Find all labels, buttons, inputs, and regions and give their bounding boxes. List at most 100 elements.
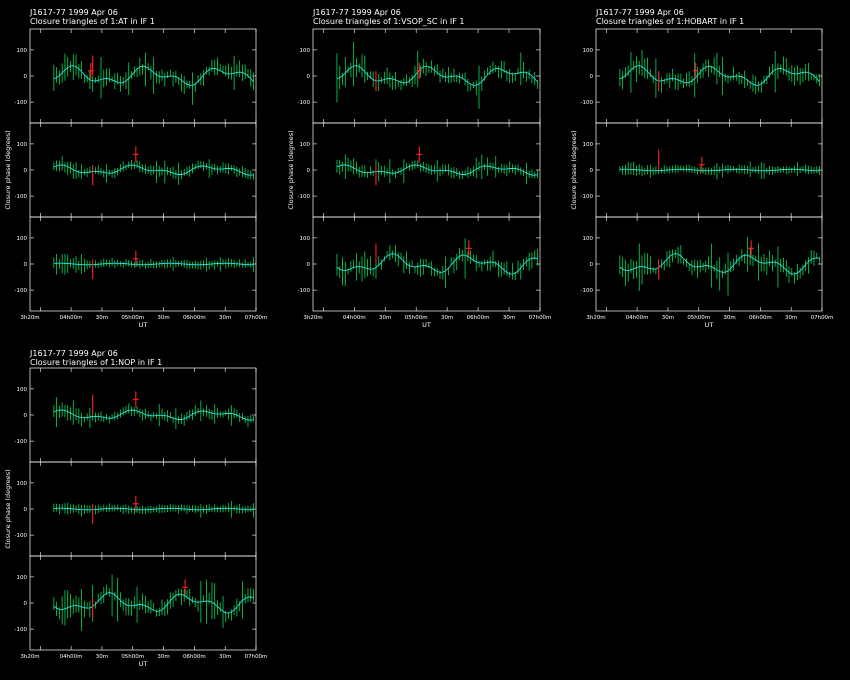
figure-title: Closure triangles of 1:AT in IF 1	[30, 17, 155, 26]
panel-1: 100 0 -100	[15, 367, 257, 463]
panel-frame	[29, 28, 257, 124]
x-axis-label: UT	[139, 321, 148, 329]
model-line	[53, 164, 254, 176]
y-tick-label: -100	[298, 288, 311, 294]
errorbar-series	[53, 397, 254, 430]
x-tick-label: 05h00m	[405, 315, 428, 321]
x-tick-label: 06h00m	[183, 654, 206, 660]
y-tick-label: -100	[15, 288, 28, 294]
x-tick-label: 06h00m	[183, 315, 206, 321]
panel-2: 100 0 -100	[298, 122, 541, 218]
figure-title: Closure triangles of 1:HOBART in IF 1	[596, 17, 744, 26]
x-tick-label: 07h00m	[245, 315, 268, 321]
x-tick-label: 07h00m	[529, 315, 552, 321]
y-tick-label: -100	[15, 627, 28, 633]
panel-frame	[595, 28, 823, 124]
errorbar-series	[336, 41, 538, 109]
y-axis-label: Closure phase (degrees)	[4, 130, 12, 209]
x-tick-label: 05h00m	[687, 315, 710, 321]
y-tick-label: 100	[300, 48, 311, 54]
x-tick-label: 06h00m	[467, 315, 490, 321]
panel-frame	[29, 461, 257, 557]
x-tick-label: 30m	[785, 315, 797, 321]
panel-frame	[312, 28, 541, 124]
x-tick-label: 30m	[379, 315, 391, 321]
y-axis-label: Closure phase (degrees)	[570, 130, 578, 209]
y-tick-label: -100	[298, 100, 311, 106]
x-tick-label: 30m	[441, 315, 453, 321]
x-tick-label: 30m	[157, 315, 169, 321]
y-tick-label: -100	[581, 288, 594, 294]
y-axis-label: Closure phase (degrees)	[4, 469, 12, 548]
panel-2: 100 0 -100	[15, 122, 257, 218]
figure-title: Closure triangles of 1:VSOP_SC in IF 1	[313, 17, 464, 26]
x-tick-label: 30m	[157, 654, 169, 660]
x-tick-label: 04h00m	[60, 315, 83, 321]
figure-source-line: J1617-77 1999 Apr 06	[595, 8, 684, 17]
y-axis-label: Closure phase (degrees)	[287, 130, 295, 209]
y-tick-label: 100	[17, 481, 28, 487]
x-tick-label: 04h00m	[626, 315, 649, 321]
x-tick-label: 30m	[723, 315, 735, 321]
x-tick-label: 04h00m	[60, 654, 83, 660]
y-tick-label: 0	[590, 262, 594, 268]
x-tick-label: 30m	[96, 654, 108, 660]
y-tick-label: 100	[17, 142, 28, 148]
panel-3: 100 0 -100	[581, 216, 823, 312]
y-tick-label: 0	[24, 168, 28, 174]
x-tick-label: 06h00m	[749, 315, 772, 321]
x-tick-label: 3h20m	[20, 654, 39, 660]
y-tick-label: 0	[24, 507, 28, 513]
y-tick-label: -100	[15, 100, 28, 106]
x-axis-label: UT	[705, 321, 714, 329]
panel-1: 100 0 -100	[15, 28, 257, 124]
errorbar-series	[53, 574, 254, 631]
panel-3: 100 0 -100	[15, 555, 257, 651]
y-tick-label: 0	[590, 168, 594, 174]
x-tick-label: 30m	[96, 315, 108, 321]
errorbar-series	[619, 236, 820, 296]
x-axis-label: UT	[139, 660, 148, 668]
y-tick-label: 100	[17, 387, 28, 393]
y-tick-label: 0	[590, 74, 594, 80]
errorbar-series	[336, 238, 538, 288]
panel-frame	[29, 367, 257, 463]
panel-frame	[29, 216, 257, 312]
y-tick-label: -100	[15, 194, 28, 200]
y-tick-label: -100	[15, 533, 28, 539]
y-tick-label: -100	[581, 100, 594, 106]
errorbar-series	[53, 52, 254, 105]
panel-2: 100 0 -100	[15, 461, 257, 557]
x-tick-label: 30m	[219, 315, 231, 321]
panel-frame	[29, 122, 257, 218]
model-line	[619, 65, 820, 86]
figure-source-line: J1617-77 1999 Apr 06	[312, 8, 401, 17]
figure-source-line: J1617-77 1999 Apr 06	[29, 349, 118, 358]
model-line	[53, 262, 254, 266]
x-tick-label: 30m	[662, 315, 674, 321]
panel-frame	[595, 122, 823, 218]
x-tick-label: 30m	[503, 315, 515, 321]
model-line	[53, 507, 254, 511]
x-axis-label: UT	[422, 321, 431, 329]
y-tick-label: 100	[17, 48, 28, 54]
y-tick-label: 0	[307, 74, 311, 80]
y-tick-label: 0	[307, 168, 311, 174]
y-tick-label: 100	[583, 48, 594, 54]
x-tick-label: 05h00m	[121, 654, 144, 660]
panel-3: 100 0 -100	[298, 216, 541, 312]
x-tick-label: 04h00m	[343, 315, 366, 321]
x-tick-label: 07h00m	[245, 654, 268, 660]
x-tick-label: 30m	[219, 654, 231, 660]
y-tick-label: 100	[17, 575, 28, 581]
panel-frame	[312, 216, 541, 312]
y-tick-label: 100	[17, 236, 28, 242]
model-line	[53, 592, 254, 614]
x-tick-label: 3h20m	[303, 315, 322, 321]
model-line	[336, 253, 538, 275]
model-line	[53, 409, 254, 421]
y-tick-label: -100	[298, 194, 311, 200]
